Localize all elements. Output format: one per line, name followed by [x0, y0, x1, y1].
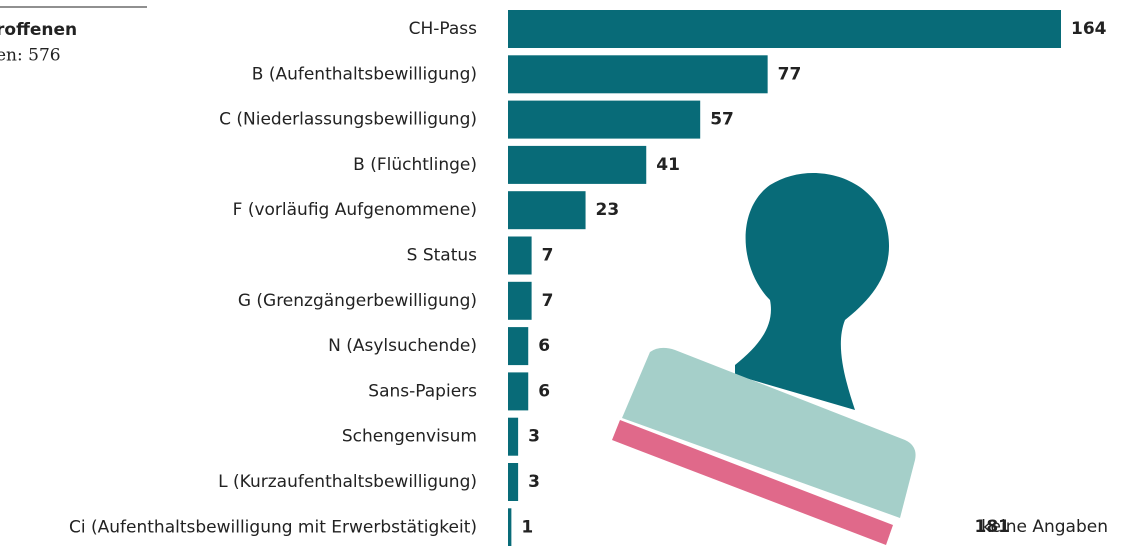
value-label: 6 [538, 381, 550, 401]
bar [508, 417, 519, 456]
bar [508, 327, 529, 366]
value-label: 164 [1071, 19, 1107, 39]
bar [508, 236, 532, 275]
value-label: 23 [596, 200, 620, 220]
category-label: CH-Pass [409, 19, 478, 39]
value-label: 41 [656, 155, 680, 175]
bar [508, 372, 529, 411]
category-label: G (Grenzgängerbewilligung) [238, 291, 477, 311]
value-label: 7 [542, 291, 554, 311]
bar [508, 55, 768, 94]
category-label: S Status [407, 246, 478, 266]
value-label: 3 [528, 472, 540, 492]
bar [508, 100, 701, 139]
unknown-label: keine Angaben [981, 517, 1108, 537]
category-label: C (Niederlassungsbewilligung) [219, 110, 477, 130]
bar [508, 191, 586, 230]
chart-title: roffenen [0, 20, 77, 40]
stamp-illustration [612, 172, 916, 545]
value-label: 6 [538, 336, 550, 356]
bar [508, 10, 1061, 48]
category-label: B (Flüchtlinge) [353, 155, 477, 175]
category-label: N (Asylsuchende) [328, 336, 477, 356]
category-label: Schengenvisum [342, 427, 477, 447]
chart-subtitle: en: 576 [0, 46, 61, 66]
category-label: B (Aufenthaltsbewilligung) [252, 64, 477, 84]
value-label: 57 [710, 110, 734, 130]
value-label: 7 [542, 246, 554, 266]
category-label: Ci (Aufenthaltsbewilligung mit Erwerbstä… [69, 517, 477, 537]
bar [508, 508, 512, 547]
value-label: 1 [521, 517, 533, 537]
value-label: 77 [778, 64, 802, 84]
bar [508, 463, 519, 501]
category-label: F (vorläufig Aufgenommene) [233, 200, 477, 220]
bar [508, 145, 647, 184]
category-label: L (Kurzaufenthaltsbewilligung) [218, 472, 477, 492]
category-label: Sans-Papiers [368, 381, 477, 401]
value-label: 3 [528, 427, 540, 447]
unknown-count: 181 [975, 517, 1011, 537]
bar [508, 281, 532, 320]
